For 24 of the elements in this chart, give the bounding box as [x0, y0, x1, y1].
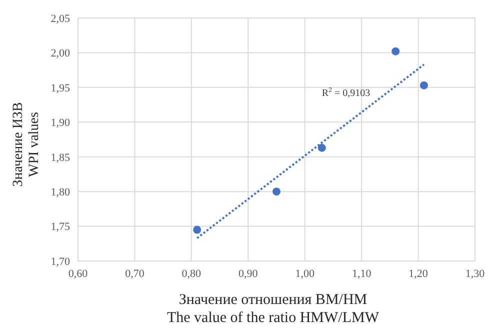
x-tick-label: 0,60 — [68, 268, 88, 280]
y-tick-label: 1,95 — [50, 82, 70, 94]
y-tick-label: 1,70 — [50, 256, 70, 268]
x-tick-label: 1,20 — [408, 268, 428, 280]
annotation: R$^{2}$ = 0,9103 — [322, 86, 370, 99]
x-tick-label: 0,90 — [238, 268, 258, 280]
y-tick-label: 1,85 — [50, 152, 70, 164]
y-tick-label: 2,05 — [50, 12, 70, 25]
point — [272, 188, 280, 196]
x-tick-label: 1,00 — [295, 268, 315, 280]
x-axis-title: Значение отношения ВМ/НМ The value of the ratio HMW/LMW — [166, 292, 380, 326]
x-tick-label: 1,10 — [352, 268, 372, 280]
y-tick-label: 1,80 — [50, 186, 70, 198]
x-tick-label: 0,80 — [182, 268, 202, 280]
point — [420, 81, 428, 90]
y-axis-title: Значение ИЗВ WPI values — [11, 102, 42, 187]
y-tick-label: 1,90 — [50, 117, 70, 130]
point — [318, 144, 326, 152]
point — [392, 47, 400, 56]
y-tick-label: 2,00 — [50, 48, 70, 60]
x-tick-label: 0,70 — [125, 268, 145, 280]
x-tick-label: 1,30 — [465, 268, 486, 280]
point — [193, 226, 202, 234]
y-tick-label: 1,75 — [50, 221, 70, 234]
